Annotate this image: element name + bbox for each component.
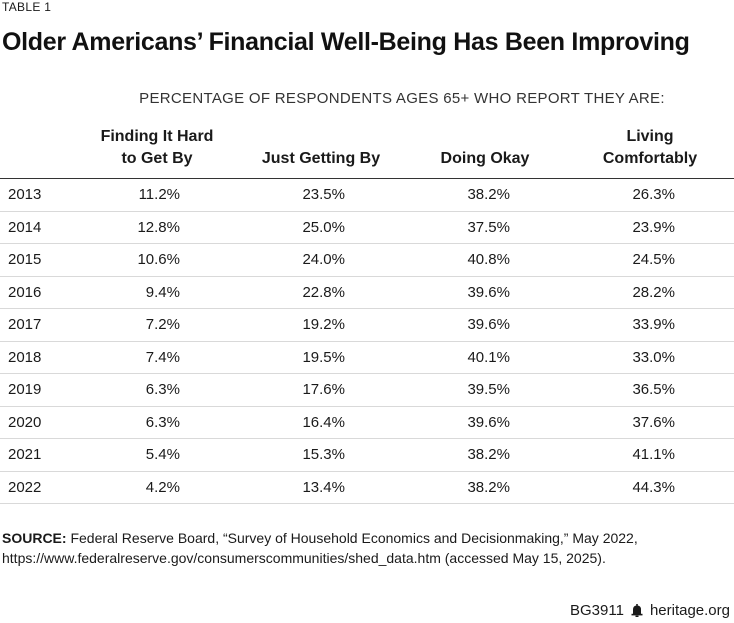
- cell-year: 2016: [8, 283, 42, 301]
- cell-just-getting-by: 19.2%: [302, 316, 345, 333]
- column-header-just-getting-by: Just Getting By: [261, 150, 381, 167]
- cell-doing-okay: 40.1%: [467, 348, 510, 366]
- table-row: 2015 10.6% 24.0% 40.8% 24.5%: [0, 244, 734, 277]
- report-code: BG3911: [570, 602, 624, 619]
- cell-living-comfortably: 28.2%: [632, 283, 675, 301]
- column-header-line: Living: [626, 128, 674, 145]
- source-note: SOURCE: Federal Reserve Board, “Survey o…: [2, 528, 732, 568]
- table-label: TABLE 1: [2, 0, 52, 14]
- table-row: 2017 7.2% 19.2% 39.6% 33.9%: [0, 309, 734, 342]
- table-row: 2022 4.2% 13.4% 38.2% 44.3%: [0, 472, 734, 504]
- cell-year: 2022: [8, 478, 42, 496]
- cell-living-comfortably: 24.5%: [632, 251, 675, 268]
- cell-year: 2015: [8, 251, 42, 268]
- cell-living-comfortably: 36.5%: [632, 381, 675, 398]
- cell-doing-okay: 39.6%: [467, 413, 510, 431]
- cell-living-comfortably: 26.3%: [632, 186, 675, 203]
- data-table: Finding It Hard to Get By Just Getting B…: [0, 126, 734, 504]
- cell-doing-okay: 39.6%: [467, 316, 510, 333]
- column-header-line: Comfortably: [602, 150, 698, 167]
- cell-doing-okay: 37.5%: [467, 218, 510, 236]
- cell-finding-it-hard: 4.2%: [145, 478, 180, 496]
- table-subtitle: PERCENTAGE OF RESPONDENTS AGES 65+ WHO R…: [139, 90, 665, 107]
- cell-living-comfortably: 37.6%: [632, 413, 675, 431]
- cell-just-getting-by: 17.6%: [302, 381, 345, 398]
- cell-finding-it-hard: 10.6%: [137, 251, 180, 268]
- table-row: 2020 6.3% 16.4% 39.6% 37.6%: [0, 407, 734, 439]
- cell-just-getting-by: 24.0%: [302, 251, 345, 268]
- cell-living-comfortably: 41.1%: [632, 446, 675, 463]
- cell-living-comfortably: 44.3%: [632, 478, 675, 496]
- cell-finding-it-hard: 6.3%: [145, 381, 180, 398]
- source-label: SOURCE:: [2, 530, 67, 546]
- table-body: 2013 11.2% 23.5% 38.2% 26.3% 2014 12.8% 25.0% 37…: [0, 179, 734, 504]
- cell-year: 2014: [8, 218, 42, 236]
- table-row: 2013 11.2% 23.5% 38.2% 26.3%: [0, 179, 734, 212]
- cell-doing-okay: 40.8%: [467, 251, 510, 268]
- source-text: Federal Reserve Board, “Survey of Househ…: [2, 530, 638, 566]
- column-header-doing-okay: Doing Okay: [440, 150, 530, 167]
- cell-finding-it-hard: 7.2%: [145, 316, 180, 333]
- cell-living-comfortably: 33.0%: [632, 348, 675, 366]
- cell-finding-it-hard: 6.3%: [145, 413, 180, 431]
- cell-finding-it-hard: 12.8%: [137, 218, 180, 236]
- cell-doing-okay: 39.5%: [467, 381, 510, 398]
- table-row: 2021 5.4% 15.3% 38.2% 41.1%: [0, 439, 734, 472]
- cell-finding-it-hard: 11.2%: [138, 186, 180, 203]
- cell-living-comfortably: 33.9%: [632, 316, 675, 333]
- cell-year: 2020: [8, 413, 42, 431]
- cell-doing-okay: 38.2%: [467, 478, 510, 496]
- column-header-living-comfortably: Living Comfortably: [575, 126, 725, 170]
- cell-just-getting-by: 15.3%: [302, 446, 345, 463]
- table-row: 2018 7.4% 19.5% 40.1% 33.0%: [0, 342, 734, 374]
- cell-just-getting-by: 16.4%: [302, 413, 345, 431]
- column-header-line: Finding It Hard: [100, 128, 214, 145]
- cell-doing-okay: 39.6%: [467, 283, 510, 301]
- cell-just-getting-by: 22.8%: [302, 283, 345, 301]
- table-row: 2016 9.4% 22.8% 39.6% 28.2%: [0, 277, 734, 309]
- cell-year: 2018: [8, 348, 42, 366]
- cell-living-comfortably: 23.9%: [632, 218, 675, 236]
- cell-just-getting-by: 13.4%: [302, 478, 345, 496]
- cell-finding-it-hard: 5.4%: [145, 446, 180, 463]
- footer: BG3911 heritage.org: [570, 602, 730, 619]
- column-header-finding-it-hard: Finding It Hard to Get By: [72, 126, 242, 170]
- site-name: heritage.org: [649, 602, 730, 619]
- table-header-row: Finding It Hard to Get By Just Getting B…: [0, 126, 734, 179]
- table-row: 2019 6.3% 17.6% 39.5% 36.5%: [0, 374, 734, 407]
- cell-year: 2013: [8, 186, 42, 203]
- cell-year: 2017: [8, 316, 42, 333]
- bell-icon: [631, 604, 643, 617]
- cell-just-getting-by: 19.5%: [302, 348, 345, 366]
- cell-finding-it-hard: 7.4%: [145, 348, 180, 366]
- cell-just-getting-by: 25.0%: [302, 218, 345, 236]
- cell-just-getting-by: 23.5%: [302, 186, 345, 203]
- page-title: Older Americans’ Financial Well-Being Ha…: [2, 28, 690, 56]
- cell-year: 2021: [8, 446, 42, 463]
- cell-finding-it-hard: 9.4%: [145, 283, 180, 301]
- cell-doing-okay: 38.2%: [467, 446, 510, 463]
- table-row: 2014 12.8% 25.0% 37.5% 23.9%: [0, 212, 734, 244]
- cell-doing-okay: 38.2%: [467, 186, 510, 203]
- cell-year: 2019: [8, 381, 42, 398]
- column-header-line: to Get By: [121, 150, 193, 167]
